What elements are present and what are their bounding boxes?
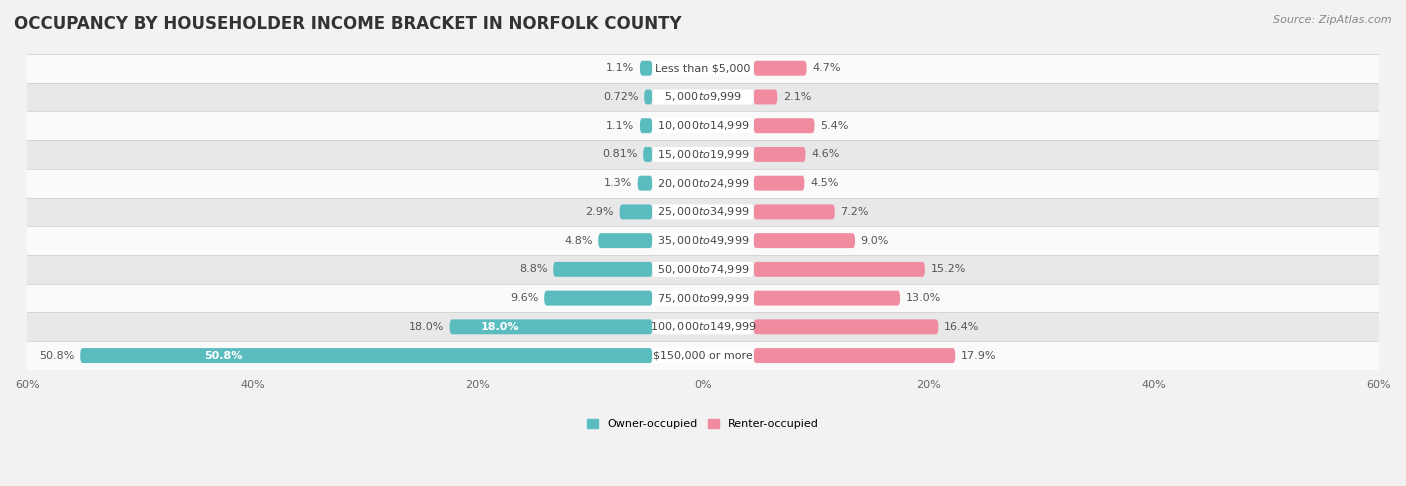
Text: 16.4%: 16.4% <box>943 322 980 332</box>
FancyBboxPatch shape <box>754 147 806 162</box>
FancyBboxPatch shape <box>652 176 754 191</box>
Text: 8.8%: 8.8% <box>519 264 547 275</box>
FancyBboxPatch shape <box>754 118 814 133</box>
Text: 2.9%: 2.9% <box>585 207 614 217</box>
FancyBboxPatch shape <box>640 118 652 133</box>
Text: 1.3%: 1.3% <box>603 178 633 188</box>
Text: 4.8%: 4.8% <box>564 236 593 245</box>
FancyBboxPatch shape <box>553 262 652 277</box>
Text: $20,000 to $24,999: $20,000 to $24,999 <box>657 177 749 190</box>
Text: OCCUPANCY BY HOUSEHOLDER INCOME BRACKET IN NORFOLK COUNTY: OCCUPANCY BY HOUSEHOLDER INCOME BRACKET … <box>14 15 682 33</box>
Text: Less than $5,000: Less than $5,000 <box>655 63 751 73</box>
Text: 0.81%: 0.81% <box>602 149 637 159</box>
FancyBboxPatch shape <box>652 61 754 76</box>
Text: Source: ZipAtlas.com: Source: ZipAtlas.com <box>1274 15 1392 25</box>
Text: 1.1%: 1.1% <box>606 63 634 73</box>
Text: 4.5%: 4.5% <box>810 178 838 188</box>
Text: $15,000 to $19,999: $15,000 to $19,999 <box>657 148 749 161</box>
Text: 5.4%: 5.4% <box>820 121 848 131</box>
Text: 1.1%: 1.1% <box>606 121 634 131</box>
Text: $50,000 to $74,999: $50,000 to $74,999 <box>657 263 749 276</box>
FancyBboxPatch shape <box>544 291 652 306</box>
Text: $35,000 to $49,999: $35,000 to $49,999 <box>657 234 749 247</box>
FancyBboxPatch shape <box>80 348 652 363</box>
FancyBboxPatch shape <box>638 176 652 191</box>
FancyBboxPatch shape <box>652 89 754 104</box>
FancyBboxPatch shape <box>599 233 652 248</box>
Text: 0.72%: 0.72% <box>603 92 638 102</box>
FancyBboxPatch shape <box>644 89 652 104</box>
FancyBboxPatch shape <box>754 176 804 191</box>
Text: 17.9%: 17.9% <box>960 350 997 361</box>
FancyBboxPatch shape <box>652 205 754 219</box>
Text: 9.0%: 9.0% <box>860 236 889 245</box>
Bar <box>27 54 1379 83</box>
Text: 7.2%: 7.2% <box>841 207 869 217</box>
Text: 13.0%: 13.0% <box>905 293 941 303</box>
FancyBboxPatch shape <box>652 319 754 334</box>
FancyBboxPatch shape <box>652 291 754 306</box>
FancyBboxPatch shape <box>754 205 835 219</box>
Text: $5,000 to $9,999: $5,000 to $9,999 <box>664 90 742 104</box>
FancyBboxPatch shape <box>620 205 652 219</box>
FancyBboxPatch shape <box>754 291 900 306</box>
Bar <box>27 312 1379 341</box>
Bar <box>27 255 1379 284</box>
FancyBboxPatch shape <box>754 89 778 104</box>
FancyBboxPatch shape <box>640 61 652 76</box>
Bar <box>27 140 1379 169</box>
FancyBboxPatch shape <box>754 319 938 334</box>
Bar <box>27 341 1379 370</box>
Text: 50.8%: 50.8% <box>204 350 242 361</box>
Bar <box>27 111 1379 140</box>
FancyBboxPatch shape <box>652 348 754 363</box>
FancyBboxPatch shape <box>754 61 807 76</box>
FancyBboxPatch shape <box>643 147 652 162</box>
Text: 4.6%: 4.6% <box>811 149 839 159</box>
FancyBboxPatch shape <box>450 319 652 334</box>
Text: $10,000 to $14,999: $10,000 to $14,999 <box>657 119 749 132</box>
Text: 9.6%: 9.6% <box>510 293 538 303</box>
FancyBboxPatch shape <box>652 262 754 277</box>
Text: 18.0%: 18.0% <box>481 322 520 332</box>
Text: 15.2%: 15.2% <box>931 264 966 275</box>
Text: 18.0%: 18.0% <box>409 322 444 332</box>
Text: 50.8%: 50.8% <box>39 350 75 361</box>
Bar <box>27 284 1379 312</box>
FancyBboxPatch shape <box>754 233 855 248</box>
Bar <box>27 83 1379 111</box>
Text: 2.1%: 2.1% <box>783 92 811 102</box>
Text: $100,000 to $149,999: $100,000 to $149,999 <box>650 320 756 333</box>
Bar <box>27 197 1379 226</box>
FancyBboxPatch shape <box>652 118 754 133</box>
FancyBboxPatch shape <box>652 147 754 162</box>
Bar <box>27 169 1379 197</box>
Legend: Owner-occupied, Renter-occupied: Owner-occupied, Renter-occupied <box>582 415 824 434</box>
Text: 4.7%: 4.7% <box>813 63 841 73</box>
FancyBboxPatch shape <box>754 262 925 277</box>
Text: $75,000 to $99,999: $75,000 to $99,999 <box>657 292 749 305</box>
FancyBboxPatch shape <box>754 348 955 363</box>
FancyBboxPatch shape <box>652 233 754 248</box>
Text: $25,000 to $34,999: $25,000 to $34,999 <box>657 206 749 218</box>
Bar <box>27 226 1379 255</box>
Text: $150,000 or more: $150,000 or more <box>654 350 752 361</box>
